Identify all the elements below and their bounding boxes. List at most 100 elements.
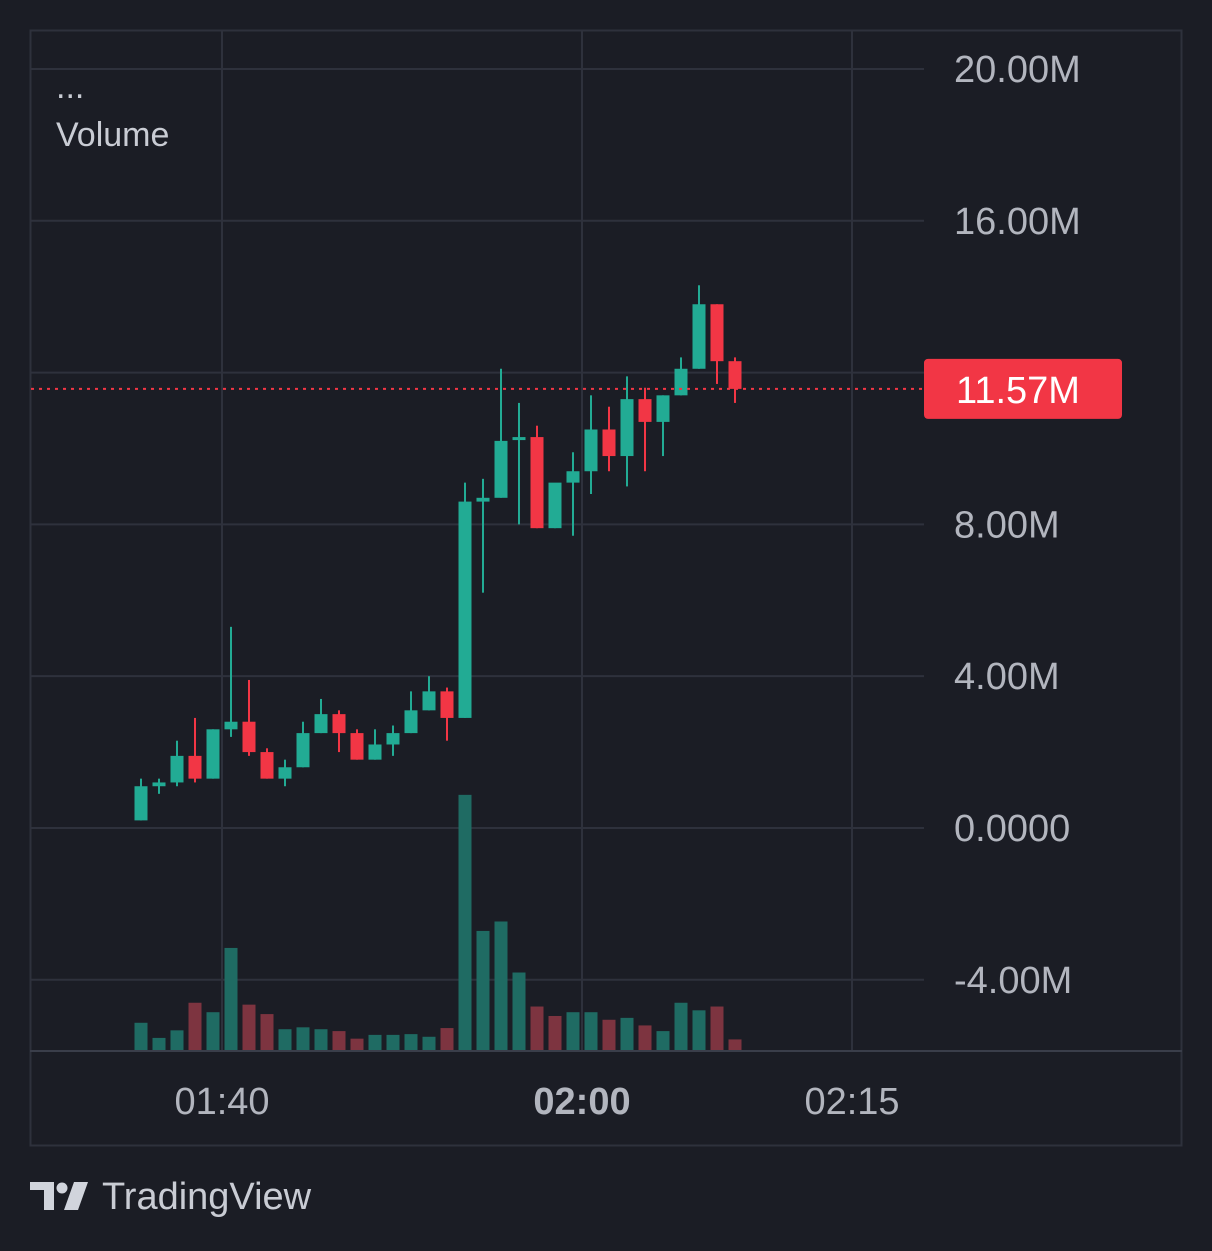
volume-bar bbox=[386, 1034, 400, 1050]
candle[interactable] bbox=[530, 425, 544, 529]
candle[interactable] bbox=[242, 679, 256, 756]
volume-bar bbox=[206, 1012, 220, 1050]
candle[interactable] bbox=[170, 740, 184, 787]
candle-body bbox=[188, 755, 202, 779]
y-tick-label: 4.00M bbox=[954, 656, 1060, 698]
candle-body bbox=[152, 782, 166, 787]
volume-bar bbox=[512, 972, 526, 1050]
y-tick-label: 16.00M bbox=[954, 201, 1081, 243]
volume-bar bbox=[692, 1010, 706, 1050]
x-tick-label: 01:40 bbox=[174, 1081, 269, 1123]
volume-bar bbox=[296, 1027, 310, 1050]
candle-body bbox=[584, 429, 598, 472]
volume-bar bbox=[494, 921, 508, 1050]
candle-body bbox=[656, 395, 670, 422]
y-tick-label: -4.00M bbox=[954, 960, 1072, 1002]
candle[interactable] bbox=[332, 710, 346, 753]
volume-bar bbox=[188, 1002, 202, 1050]
brand-name: TradingView bbox=[102, 1176, 312, 1218]
candle[interactable] bbox=[494, 368, 508, 498]
candle[interactable] bbox=[602, 406, 616, 472]
candle-body bbox=[314, 714, 328, 734]
last-price-badge bbox=[924, 358, 1122, 419]
candle[interactable] bbox=[404, 691, 418, 734]
candle-body bbox=[422, 691, 436, 711]
y-tick-label: 20.00M bbox=[954, 49, 1081, 91]
candle[interactable] bbox=[314, 698, 328, 734]
candle[interactable] bbox=[188, 717, 202, 783]
volume-bar bbox=[260, 1014, 274, 1050]
candle-body bbox=[134, 786, 148, 821]
candle-body bbox=[710, 304, 724, 362]
candle[interactable] bbox=[476, 478, 490, 593]
y-tick-label: 8.00M bbox=[954, 504, 1060, 546]
candle[interactable] bbox=[728, 357, 742, 403]
candle[interactable] bbox=[692, 285, 706, 369]
candle-body bbox=[278, 767, 292, 779]
candle[interactable] bbox=[260, 748, 274, 779]
volume-bar bbox=[674, 1002, 688, 1050]
candle[interactable] bbox=[368, 729, 382, 760]
volume-bar bbox=[530, 1006, 544, 1050]
volume-bar bbox=[350, 1038, 364, 1050]
volume-bar bbox=[584, 1012, 598, 1050]
candle-body bbox=[332, 714, 346, 734]
candle-body bbox=[728, 361, 742, 389]
volume-bar bbox=[602, 1019, 616, 1050]
volume-bar bbox=[134, 1022, 148, 1050]
candle[interactable] bbox=[638, 387, 652, 472]
volume-bar bbox=[170, 1030, 184, 1050]
volume-bar bbox=[422, 1036, 436, 1050]
candle[interactable] bbox=[296, 721, 310, 768]
candle[interactable] bbox=[458, 482, 472, 718]
candle-body bbox=[224, 721, 238, 730]
candle-body bbox=[296, 733, 310, 768]
grid-layer bbox=[31, 31, 924, 1050]
last-price-label: 11.57M bbox=[956, 370, 1080, 412]
candle[interactable] bbox=[152, 778, 166, 794]
candle-body bbox=[206, 729, 220, 779]
candle[interactable] bbox=[422, 676, 436, 711]
volume-bar bbox=[404, 1034, 418, 1050]
volume-bar bbox=[548, 1015, 562, 1050]
candle-body bbox=[638, 399, 652, 422]
x-axis: 01:40 02:00 02:15 bbox=[174, 1081, 899, 1123]
candle-body bbox=[512, 437, 526, 441]
volume-bar bbox=[476, 930, 490, 1050]
candle[interactable] bbox=[584, 395, 598, 495]
legend-ellipsis[interactable]: ... bbox=[56, 68, 84, 106]
candle[interactable] bbox=[224, 626, 238, 737]
candle[interactable] bbox=[350, 729, 364, 760]
y-axis: 20.00M16.00M12.00M8.00M4.00M0.0000-4.00M… bbox=[924, 49, 1122, 1002]
candle[interactable] bbox=[710, 304, 724, 384]
candle-body bbox=[368, 744, 382, 760]
candle[interactable] bbox=[134, 778, 148, 821]
volume-bar bbox=[566, 1012, 580, 1050]
volume-bar bbox=[458, 794, 472, 1050]
candle[interactable] bbox=[278, 759, 292, 787]
y-tick-label: 0.0000 bbox=[954, 808, 1070, 850]
candle-body bbox=[548, 482, 562, 529]
candle-body bbox=[674, 368, 688, 396]
volume-layer bbox=[134, 794, 742, 1050]
volume-bar bbox=[224, 947, 238, 1050]
candle[interactable] bbox=[386, 725, 400, 756]
candle[interactable] bbox=[512, 402, 526, 525]
volume-bar bbox=[242, 1004, 256, 1050]
volume-bar bbox=[368, 1034, 382, 1050]
volume-bar bbox=[638, 1025, 652, 1050]
candle[interactable] bbox=[440, 687, 454, 741]
volume-bar bbox=[440, 1028, 454, 1050]
candle-layer bbox=[134, 285, 742, 821]
candle[interactable] bbox=[620, 376, 634, 487]
candle-body bbox=[458, 501, 472, 718]
tradingview-logo-icon bbox=[30, 1182, 88, 1210]
volume-bar bbox=[152, 1037, 166, 1050]
candle[interactable] bbox=[656, 395, 670, 457]
candle-body bbox=[440, 691, 454, 718]
candle[interactable] bbox=[566, 452, 580, 536]
candle[interactable] bbox=[206, 729, 220, 779]
candle[interactable] bbox=[548, 482, 562, 529]
volume-bar bbox=[278, 1029, 292, 1050]
